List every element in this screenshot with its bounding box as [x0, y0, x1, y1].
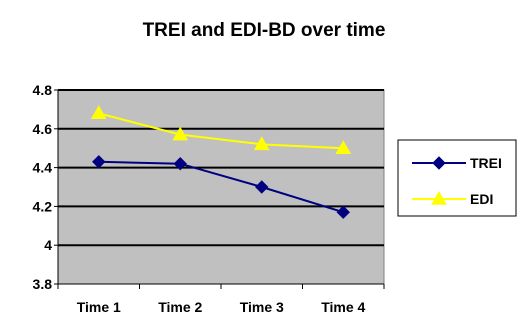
data-point-diamond — [336, 205, 350, 219]
y-tick-label: 4.8 — [33, 82, 53, 98]
legend-label: TREI — [470, 155, 502, 171]
series-line-edi — [98, 112, 344, 150]
legend-label: EDI — [470, 191, 493, 207]
chart-title: TREI and EDI-BD over time — [143, 20, 386, 41]
y-tick-label: 4.6 — [33, 121, 53, 137]
series-line-trei — [98, 160, 344, 214]
data-point-diamond — [432, 156, 446, 170]
y-tick-label: 4.2 — [33, 198, 53, 214]
x-axis-ticks: Time 1 Time 2 Time 3 Time 4 — [57, 284, 385, 315]
y-axis-ticks: 4.8 4.6 4.4 4.2 4 3.8 — [33, 82, 58, 292]
grid-lines — [58, 89, 384, 247]
y-tick-label: 4 — [44, 237, 52, 253]
legend — [397, 139, 517, 217]
x-tick-label: Time 1 — [77, 299, 121, 315]
x-tick-label: Time 4 — [321, 299, 365, 315]
y-tick-label: 3.8 — [33, 276, 53, 292]
data-point-triangle — [431, 190, 447, 205]
x-tick-label: Time 2 — [158, 299, 202, 315]
data-point-triangle — [90, 105, 107, 120]
legend-entries: TREI EDI — [412, 155, 502, 207]
data-point-diamond — [173, 157, 187, 171]
data-point-triangle — [335, 140, 352, 154]
data-point-diamond — [92, 155, 106, 169]
data-point-triangle — [172, 126, 189, 141]
series-group — [90, 105, 352, 219]
y-tick-label: 4.4 — [33, 160, 53, 176]
x-tick-label: Time 3 — [240, 299, 284, 315]
plot-area — [57, 89, 385, 285]
data-point-diamond — [255, 180, 269, 194]
data-point-triangle — [253, 136, 270, 151]
